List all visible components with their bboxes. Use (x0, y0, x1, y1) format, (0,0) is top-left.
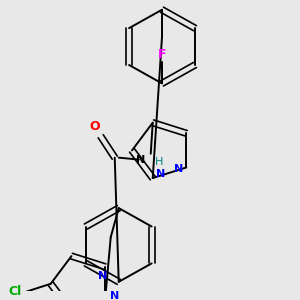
Text: Cl: Cl (8, 285, 21, 298)
Text: N: N (110, 291, 120, 300)
Text: N: N (174, 164, 183, 174)
Text: N: N (156, 169, 165, 179)
Text: N: N (136, 154, 146, 165)
Text: O: O (89, 120, 100, 133)
Text: H: H (154, 157, 163, 166)
Text: F: F (158, 48, 166, 61)
Text: N: N (98, 272, 108, 281)
